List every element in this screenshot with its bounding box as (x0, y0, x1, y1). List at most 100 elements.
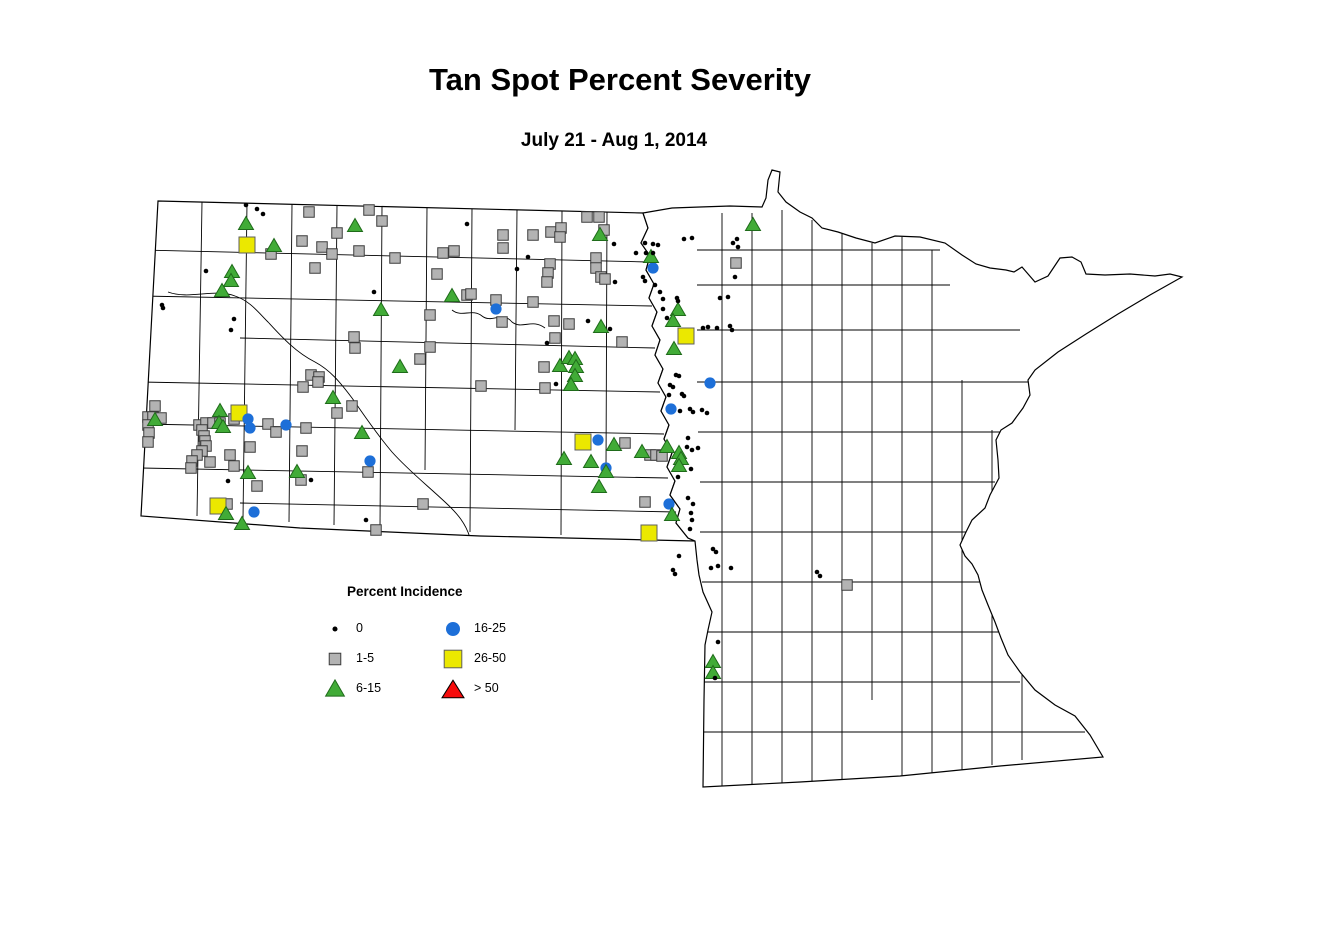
map-point (346, 400, 358, 412)
map-point (490, 303, 502, 315)
map-point (611, 241, 617, 247)
map-point (704, 377, 716, 389)
map-point (431, 268, 443, 280)
map-point (376, 215, 388, 227)
map-point (348, 331, 360, 343)
map-point (727, 323, 733, 329)
map-point (687, 526, 693, 532)
map-point (225, 478, 231, 484)
map-point (224, 449, 236, 461)
map-point (497, 229, 509, 241)
map-point (443, 287, 461, 302)
map-point (297, 381, 309, 393)
map-point (688, 510, 694, 516)
map-point (353, 424, 371, 439)
map-point (658, 438, 676, 453)
map-point (710, 546, 716, 552)
legend-label: 6-15 (356, 681, 382, 695)
map-point (684, 444, 690, 450)
map-point (551, 357, 569, 372)
map-point (370, 524, 382, 536)
map-point (715, 639, 721, 645)
map-point (660, 296, 666, 302)
map-point (664, 312, 682, 327)
map-point (260, 211, 266, 217)
map-point (717, 295, 723, 301)
map-point (730, 257, 742, 269)
map-point (713, 549, 719, 555)
map-point (446, 622, 460, 636)
map-point (262, 418, 274, 430)
map-point (248, 506, 260, 518)
map-point (228, 327, 234, 333)
map-point (670, 384, 676, 390)
map-point (363, 204, 375, 216)
map-point (676, 553, 682, 559)
map-point (303, 206, 315, 218)
map-point (270, 426, 282, 438)
map-point (633, 443, 651, 458)
legend-item-gt-50: > 50 (440, 673, 580, 703)
map-point (238, 236, 256, 254)
map-point (735, 244, 741, 250)
map-point (725, 294, 731, 300)
map-subtitle: July 21 - Aug 1, 2014 (520, 130, 708, 151)
map-point (437, 247, 449, 259)
map-point (681, 393, 687, 399)
map-point (607, 326, 613, 332)
missouri-river (167, 291, 471, 539)
mn-county-lines (697, 210, 1085, 787)
map-point (690, 501, 696, 507)
map-point (231, 316, 237, 322)
map-point (695, 445, 701, 451)
map-point (669, 301, 687, 316)
map-point (841, 579, 853, 591)
legend-item-1-5: 1-5 (322, 643, 440, 673)
map-point (664, 315, 670, 321)
map-point (237, 215, 255, 230)
map-point (685, 435, 691, 441)
map-point (243, 202, 249, 208)
map-point (581, 211, 593, 223)
map-point (300, 422, 312, 434)
map-point (239, 464, 257, 479)
map-point (213, 282, 231, 297)
map-point (244, 422, 256, 434)
map-point (655, 242, 661, 248)
map-points-layer (142, 202, 853, 681)
map-point (346, 217, 364, 232)
map-point (233, 515, 251, 530)
map-point (666, 392, 672, 398)
map-point (657, 289, 663, 295)
legend-item-16-25: 16-25 (440, 613, 580, 643)
map-point (203, 268, 209, 274)
map-point (730, 240, 736, 246)
map-point (244, 441, 256, 453)
map-point (650, 241, 656, 247)
map-point (687, 406, 693, 412)
map-point (590, 478, 608, 493)
map-point (593, 211, 605, 223)
map-point (585, 318, 591, 324)
map-point (475, 380, 487, 392)
legend-item-6-15: 6-15 (322, 673, 440, 703)
map-point (563, 318, 575, 330)
map-point (389, 252, 401, 264)
map-point (734, 236, 740, 242)
map-point (228, 460, 240, 472)
map-point (371, 289, 377, 295)
map-point (639, 496, 651, 508)
map-point (326, 248, 338, 260)
map-point (424, 341, 436, 353)
map-point (288, 463, 306, 478)
legend-title: Percent Incidence (347, 584, 463, 599)
map-point (672, 571, 678, 577)
map-point (414, 353, 426, 365)
map-point (331, 407, 343, 419)
map-point (619, 437, 631, 449)
map-point (688, 466, 694, 472)
map-point (817, 573, 823, 579)
map-point (643, 250, 649, 256)
map-point (633, 250, 639, 256)
